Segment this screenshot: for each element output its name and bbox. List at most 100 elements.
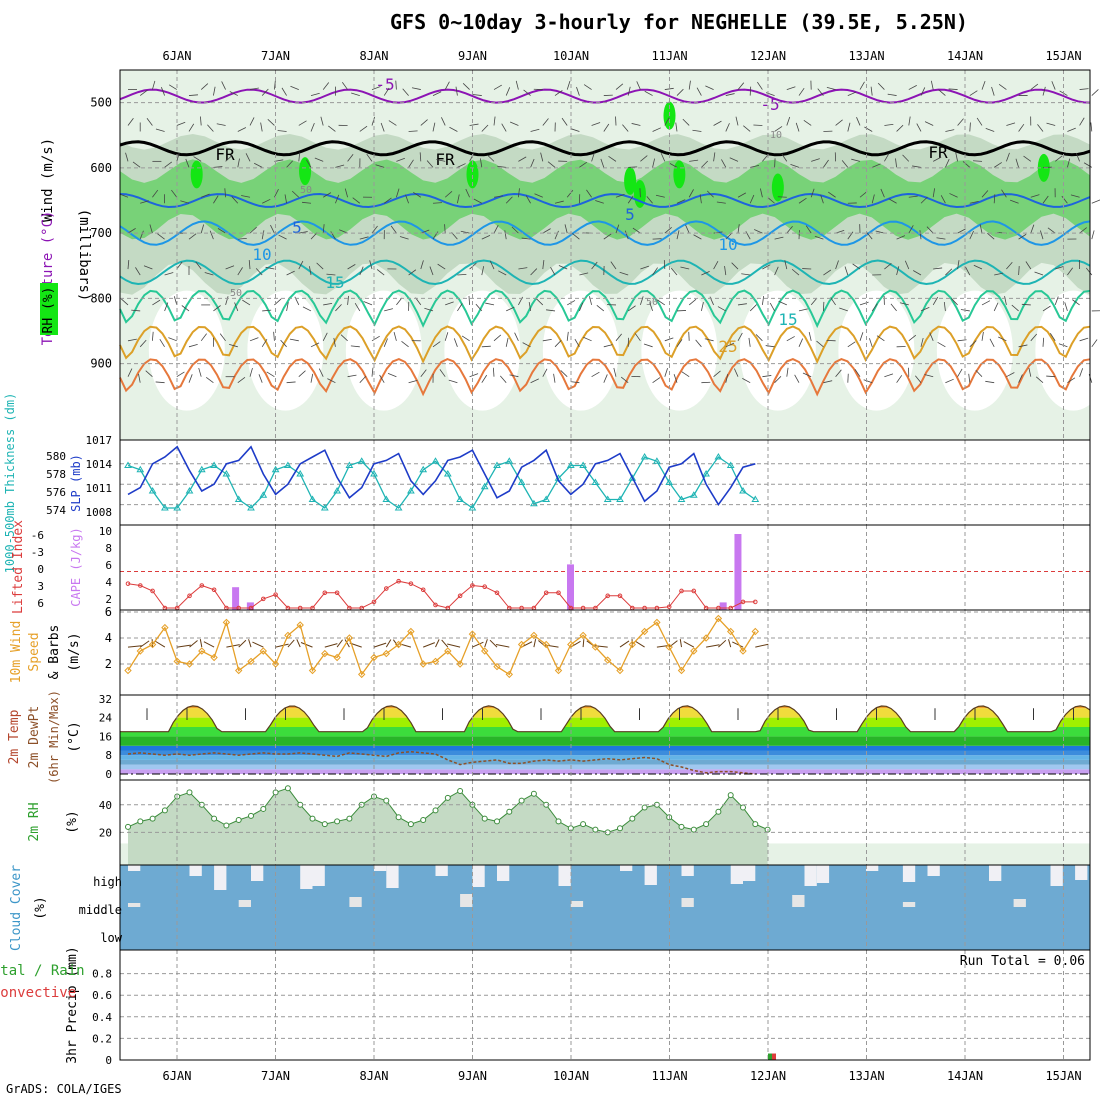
cloud-high-gap xyxy=(816,865,830,883)
wind-barb xyxy=(1042,337,1045,347)
wind-barb xyxy=(979,224,983,234)
wind-barb xyxy=(749,304,757,312)
wind-speed-point xyxy=(628,640,637,649)
wind-barb xyxy=(644,90,653,96)
wind-speed-point xyxy=(333,653,341,662)
wind-speed-point xyxy=(505,670,514,679)
ylabel-2m-rh: 2m RH xyxy=(27,802,42,841)
wind-barb xyxy=(135,267,141,276)
wind-speed-point xyxy=(148,640,157,649)
wind-barb xyxy=(181,305,190,312)
wind-barb-10m xyxy=(336,639,343,648)
wind-barb xyxy=(195,261,202,270)
lifted-index-point xyxy=(273,592,278,597)
thickness-tick: 574 xyxy=(46,504,66,517)
wind-barb xyxy=(143,265,153,270)
wind-barb xyxy=(278,234,287,240)
wind-barb-10m xyxy=(300,642,313,648)
wind-barb-10m xyxy=(287,639,295,648)
wind-barb xyxy=(198,367,202,377)
wind-barb xyxy=(622,124,629,132)
cloud-high-gap xyxy=(804,865,817,886)
wind-speed-point xyxy=(210,653,218,662)
wind-barb xyxy=(298,260,304,270)
wind-barb xyxy=(866,231,873,240)
wind-speed-point xyxy=(542,640,550,649)
rh2m-point xyxy=(641,804,648,811)
wind-speed-point xyxy=(407,627,415,636)
wind-barb xyxy=(487,154,495,162)
wind-barb xyxy=(790,164,800,168)
rh2m-point xyxy=(740,804,746,811)
lifted-index-point xyxy=(396,578,401,584)
wind-barb xyxy=(948,88,958,90)
wind-barb xyxy=(839,307,848,312)
lifted-index-point xyxy=(371,599,377,605)
wind-barb xyxy=(680,266,690,270)
wind-barb xyxy=(827,191,836,198)
wind-barb xyxy=(620,376,629,384)
wind-barb xyxy=(350,345,360,348)
wind-barb xyxy=(335,164,345,168)
wind-barb xyxy=(1079,368,1084,377)
wind-barb xyxy=(951,298,958,306)
wind-barb xyxy=(396,188,400,198)
ylabel-rh-unit: (%) xyxy=(65,810,80,833)
thickness-point xyxy=(407,487,415,494)
rh-dry-area xyxy=(936,290,1013,411)
wind-barb xyxy=(692,129,702,132)
rh-band-90 xyxy=(466,160,479,189)
wind-barb xyxy=(493,334,502,342)
wind-barb xyxy=(340,334,348,342)
wind-barb xyxy=(302,306,312,312)
thickness-point xyxy=(566,461,575,468)
contour-label: 25 xyxy=(718,337,737,356)
wind-barb xyxy=(225,265,235,270)
wind-barb xyxy=(880,188,885,198)
wind-barb xyxy=(706,190,714,198)
lifted-index-point xyxy=(138,583,143,588)
wind-barb xyxy=(989,338,995,347)
wind-barb-10m xyxy=(203,641,215,648)
wind-barb xyxy=(908,334,917,342)
wind-barb xyxy=(217,228,226,234)
wind-barb xyxy=(1083,162,1093,168)
wind-barb xyxy=(121,298,129,306)
wind-barb xyxy=(547,161,556,168)
ylabel-2m-dewpt: 2m DewPt xyxy=(27,706,42,769)
rh2m-point xyxy=(407,821,414,828)
wind-barb xyxy=(735,116,739,126)
wind-speed-point xyxy=(603,656,612,664)
rh2m-point xyxy=(727,792,734,799)
rh2m-point xyxy=(137,818,144,825)
wind-barb xyxy=(583,84,592,90)
date-label-top: 9JAN xyxy=(458,49,487,63)
wind-barb xyxy=(969,90,978,96)
wind-barb xyxy=(993,302,999,312)
wind-barb xyxy=(859,301,869,306)
cape-tick: 4 xyxy=(105,576,112,589)
wind-barb xyxy=(1075,152,1080,162)
wind-barb xyxy=(810,188,815,198)
wind-barb xyxy=(462,83,470,90)
wind-barb xyxy=(530,268,538,276)
precip-tick: 0 xyxy=(105,1054,112,1067)
wind-barb-10m xyxy=(385,639,392,648)
wind-barb xyxy=(266,371,275,378)
wind-barb xyxy=(755,334,763,342)
date-label-top: 13JAN xyxy=(848,49,884,63)
lifted-index-line xyxy=(127,580,756,609)
wind-barb xyxy=(371,116,376,126)
thickness-point xyxy=(640,453,649,460)
wind-barb xyxy=(465,188,470,198)
wind-barb xyxy=(798,308,808,312)
date-label-top: 11JAN xyxy=(651,49,687,63)
wind-barb xyxy=(774,236,784,240)
wind-barb xyxy=(237,237,247,240)
wind-barb xyxy=(1001,189,1007,198)
temp-band xyxy=(120,769,1090,774)
wind-speed-point xyxy=(480,647,489,655)
wind-barb xyxy=(627,86,631,96)
wind-barb xyxy=(253,162,263,168)
contour-label: 10 xyxy=(252,245,271,264)
